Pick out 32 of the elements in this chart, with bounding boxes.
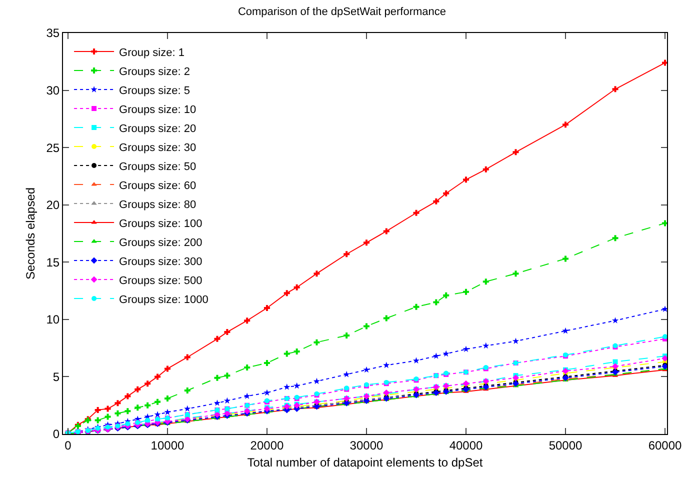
y-tick-label: 15 bbox=[46, 255, 60, 270]
legend-label: Groups size: 100 bbox=[119, 218, 202, 230]
legend-label: Groups size: 50 bbox=[119, 160, 196, 173]
legend-label: Groups size: 30 bbox=[119, 142, 196, 154]
legend-label: Groups size: 20 bbox=[119, 122, 196, 135]
x-tick-label: 0 bbox=[64, 438, 72, 452]
legend-label: Group size: 1 bbox=[119, 46, 184, 59]
legend-label: Groups size: 500 bbox=[119, 274, 202, 287]
legend-label: Groups size: 60 bbox=[119, 180, 196, 192]
y-tick-label: 0 bbox=[52, 427, 60, 442]
legend-label: Groups size: 80 bbox=[119, 198, 196, 211]
legend-label: Groups size: 5 bbox=[119, 84, 190, 97]
chart-title: Comparison of the dpSetWait performance bbox=[238, 6, 446, 18]
y-axis-title: Seconds elapsed bbox=[24, 187, 38, 280]
y-tick-label: 20 bbox=[46, 198, 60, 212]
legend-label: Groups size: 1000 bbox=[119, 294, 208, 306]
x-tick-label: 50000 bbox=[548, 438, 583, 452]
legend-label: Groups size: 2 bbox=[119, 66, 190, 78]
y-tick-label: 5 bbox=[52, 370, 60, 384]
legend-label: Groups size: 300 bbox=[119, 256, 202, 268]
legend-label: Groups size: 10 bbox=[119, 104, 196, 116]
x-tick-label: 10000 bbox=[150, 438, 184, 452]
x-tick-label: 40000 bbox=[449, 438, 484, 452]
legend-label: Groups size: 200 bbox=[119, 236, 202, 249]
x-tick-label: 30000 bbox=[350, 438, 384, 452]
y-tick-label: 30 bbox=[46, 83, 60, 98]
y-tick-label: 35 bbox=[46, 26, 60, 40]
y-tick-label: 25 bbox=[46, 140, 60, 155]
y-tick-label: 10 bbox=[46, 312, 60, 327]
x-tick-label: 60000 bbox=[648, 438, 682, 452]
x-axis-title: Total number of datapoint elements to dpSet bbox=[247, 455, 484, 470]
x-tick-label: 20000 bbox=[250, 438, 284, 452]
